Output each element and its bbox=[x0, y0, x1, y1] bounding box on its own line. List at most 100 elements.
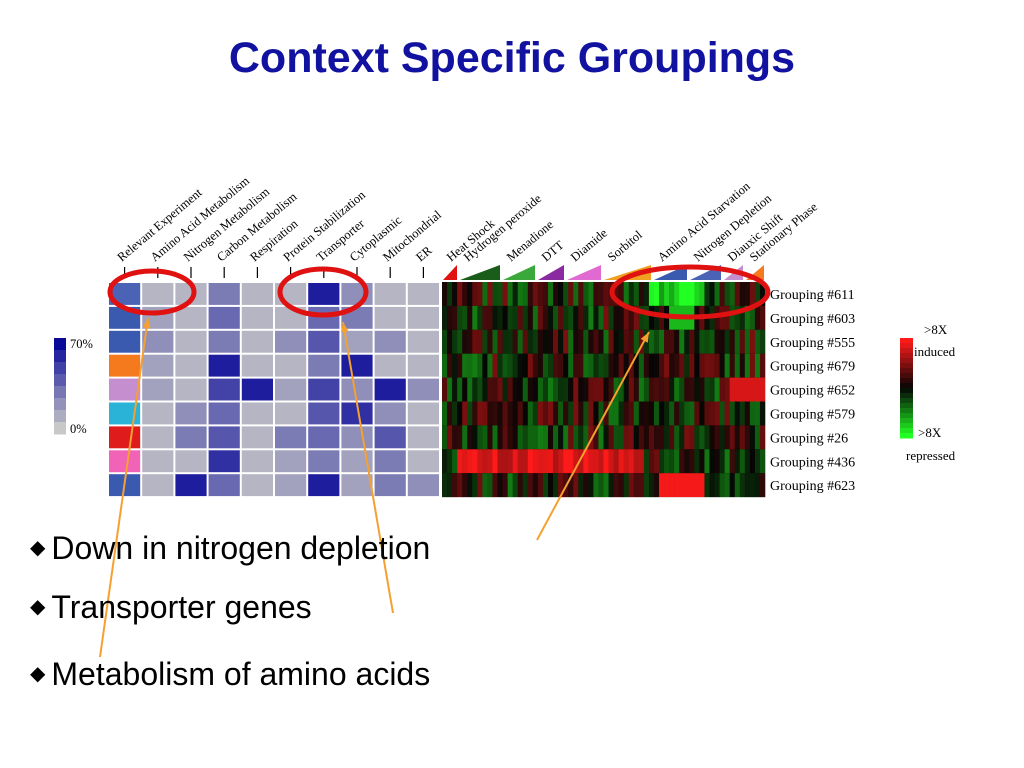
heatmap-cell bbox=[674, 401, 680, 426]
callout-overlays bbox=[99, 264, 771, 658]
annotation-grid bbox=[108, 282, 440, 498]
heatmap-cell bbox=[553, 329, 559, 354]
heatmap-cell bbox=[749, 449, 756, 474]
heatmap-cell bbox=[542, 329, 549, 354]
expression-scale-bottom-label: >8X bbox=[918, 425, 942, 440]
heatmap-cell bbox=[472, 353, 478, 378]
heatmap-cell bbox=[754, 377, 761, 402]
heatmap-cell bbox=[659, 473, 665, 498]
heatmap-cell bbox=[563, 425, 569, 450]
heatmap-cell bbox=[537, 282, 544, 306]
heatmap-cell bbox=[719, 329, 725, 354]
heatmap-cell bbox=[477, 282, 483, 306]
heatmap-cell bbox=[613, 305, 619, 330]
heatmap-cell bbox=[542, 401, 549, 426]
heatmap-cell bbox=[512, 449, 519, 474]
heatmap-cell bbox=[628, 377, 635, 402]
heatmap-cell bbox=[724, 401, 730, 426]
heatmap-cell bbox=[452, 473, 458, 498]
heatmap-cell bbox=[674, 473, 680, 498]
heatmap-cell bbox=[512, 282, 519, 306]
heatmap-cell bbox=[684, 401, 690, 426]
expression-scale-swatch bbox=[900, 338, 913, 344]
heatmap-cell bbox=[512, 329, 519, 354]
heatmap-cell bbox=[734, 329, 741, 354]
heatmap-cell bbox=[618, 377, 624, 402]
heatmap-cell bbox=[583, 329, 589, 354]
heatmap-cell bbox=[709, 473, 715, 498]
callout-circle bbox=[107, 268, 197, 316]
heatmap-cell bbox=[497, 305, 503, 330]
heatmap-cell bbox=[563, 353, 569, 378]
annotation-scale-swatch bbox=[54, 386, 66, 399]
annotation-cell bbox=[275, 450, 307, 473]
expression-scale-top-label: >8X bbox=[924, 322, 948, 337]
heatmap-cell bbox=[643, 401, 650, 426]
annotation-cell bbox=[109, 378, 141, 401]
heatmap-cell bbox=[689, 282, 695, 306]
annotation-cell bbox=[374, 354, 406, 377]
heatmap-cell bbox=[603, 449, 609, 474]
heatmap-cell bbox=[502, 449, 508, 474]
heatmap-cell bbox=[578, 377, 584, 402]
heatmap-cell bbox=[568, 329, 574, 354]
annotation-cell bbox=[308, 426, 340, 449]
row-label: Grouping #611 bbox=[770, 288, 855, 303]
row-label: Grouping #623 bbox=[770, 479, 855, 494]
callout-arrowhead bbox=[142, 318, 151, 329]
annotation-scale-swatch bbox=[54, 398, 66, 411]
heatmap-cell bbox=[578, 473, 584, 498]
annotation-cell bbox=[275, 330, 307, 353]
heatmap-cell bbox=[704, 401, 710, 426]
heatmap-cell bbox=[608, 473, 614, 498]
heatmap-cell bbox=[709, 353, 715, 378]
heatmap-cell bbox=[593, 305, 599, 330]
heatmap-cell bbox=[754, 282, 761, 306]
heatmap-cell bbox=[633, 282, 640, 306]
heatmap-cell bbox=[442, 282, 448, 306]
heatmap-cell bbox=[719, 353, 725, 378]
heatmap-cell bbox=[442, 353, 448, 378]
heatmap-cell bbox=[527, 329, 534, 354]
condition-triangle bbox=[567, 265, 601, 280]
heatmap-cell bbox=[477, 473, 483, 498]
heatmap-cell bbox=[452, 377, 458, 402]
heatmap-cell bbox=[653, 425, 660, 450]
heatmap-cell bbox=[749, 329, 756, 354]
heatmap-cell bbox=[522, 329, 529, 354]
heatmap-cell bbox=[522, 473, 529, 498]
heatmap-cell bbox=[674, 425, 680, 450]
heatmap-cell bbox=[694, 473, 700, 498]
column-label: Sorbitol bbox=[605, 227, 645, 264]
heatmap-cell bbox=[583, 473, 589, 498]
heatmap-cell bbox=[452, 305, 458, 330]
annotation-cell bbox=[175, 354, 207, 377]
annotation-cell bbox=[142, 378, 174, 401]
heatmap-cell bbox=[442, 305, 448, 330]
annotation-cell bbox=[407, 283, 439, 305]
heatmap-cell bbox=[527, 449, 534, 474]
heatmap-cell bbox=[618, 305, 624, 330]
heatmap-cell bbox=[759, 305, 766, 330]
heatmap-cell bbox=[482, 425, 488, 450]
heatmap-cell bbox=[679, 401, 685, 426]
heatmap-cell bbox=[583, 425, 589, 450]
heatmap-cell bbox=[502, 473, 508, 498]
heatmap-cell bbox=[553, 401, 559, 426]
heatmap-cell bbox=[598, 425, 604, 450]
heatmap-cell bbox=[714, 353, 720, 378]
heatmap-cell bbox=[598, 282, 604, 306]
annotation-cell bbox=[241, 426, 273, 449]
heatmap-cell bbox=[492, 377, 498, 402]
annotation-cell bbox=[275, 354, 307, 377]
heatmap-cell bbox=[739, 329, 746, 354]
heatmap-cell bbox=[664, 401, 670, 426]
heatmap-cell bbox=[467, 377, 473, 402]
heatmap-cell bbox=[724, 377, 730, 402]
expression-scale-swatch bbox=[900, 373, 913, 379]
heatmap-cell bbox=[653, 353, 660, 378]
heatmap-cell bbox=[653, 377, 660, 402]
heatmap-cell bbox=[759, 401, 766, 426]
heatmap-cell bbox=[487, 282, 493, 306]
heatmap-cell bbox=[598, 449, 604, 474]
